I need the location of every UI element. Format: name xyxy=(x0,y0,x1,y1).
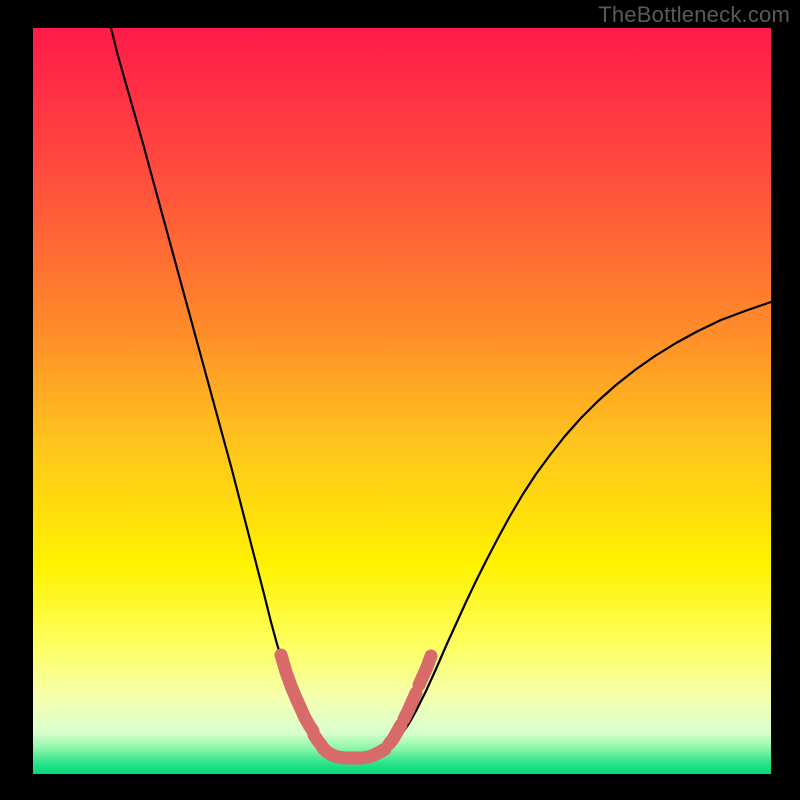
bottleneck-chart xyxy=(33,28,771,774)
plot-area xyxy=(33,28,771,774)
watermark-text: TheBottleneck.com xyxy=(598,2,790,28)
gradient-background xyxy=(33,28,771,774)
chart-container: TheBottleneck.com xyxy=(0,0,800,800)
